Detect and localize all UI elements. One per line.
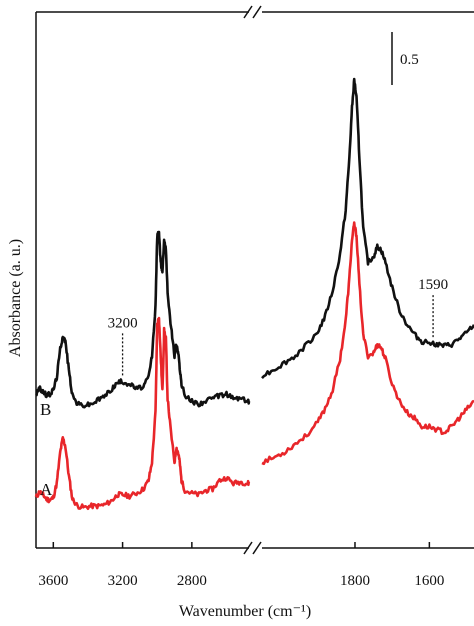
x-axis-ticks: 3600 3200 2800 1800 1600 (38, 542, 444, 589)
x-tick-label-1800: 1800 (340, 573, 370, 589)
series-layer (34, 77, 474, 510)
x-tick-label-3200: 3200 (108, 573, 138, 589)
annotations: 3200 1590 (108, 277, 448, 376)
curve-label-b: B (40, 400, 51, 419)
axis-break-top (243, 5, 262, 19)
axis-break-bottom (243, 541, 262, 555)
annotation-label-1590: 1590 (418, 277, 448, 293)
x-tick-label-3600: 3600 (38, 573, 68, 589)
series-line-a-right (261, 221, 474, 466)
x-tick-label-1600: 1600 (414, 573, 444, 589)
series-line-b-left (35, 230, 251, 409)
scale-bar-label: 0.5 (400, 52, 419, 68)
y-axis-title: Absorbance (a. u.) (7, 239, 24, 357)
curve-label-a: A (40, 480, 53, 499)
x-axis-title: Wavenumber (cm⁻¹) (179, 603, 311, 620)
scale-bar: 0.5 (391, 32, 419, 85)
x-tick-label-2800: 2800 (177, 573, 207, 589)
plot-frame (35, 5, 474, 555)
series-line-a-left (34, 316, 251, 510)
series-line-b-right (261, 77, 474, 379)
annotation-label-3200: 3200 (108, 315, 138, 331)
